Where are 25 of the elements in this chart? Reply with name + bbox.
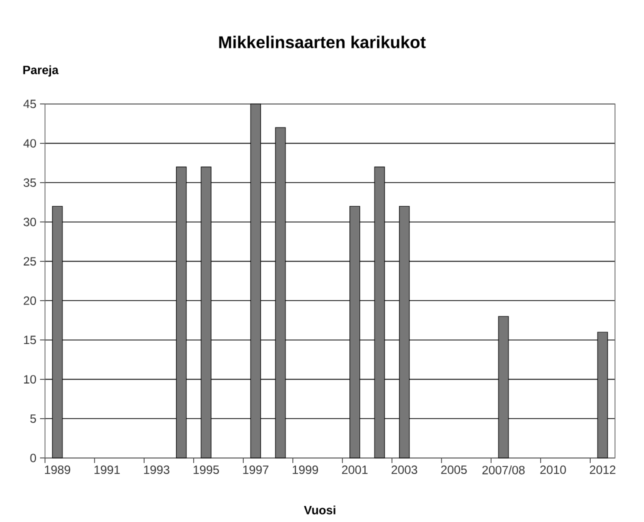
x-tick-label: 2007/08 [482, 465, 525, 474]
chart-title: Mikkelinsaarten karikukot [219, 36, 426, 48]
y-tick-label: 0 [30, 454, 36, 462]
x-axis-title: Vuosi [304, 506, 336, 514]
x-tick-label: 2005 [441, 466, 467, 474]
y-axis-title: Pareja [23, 65, 59, 77]
x-tick-label: 2001 [342, 466, 368, 474]
y-tick-label: 25 [24, 257, 36, 266]
y-tick-label: 10 [24, 375, 36, 384]
y-tick-label: 45 [23, 100, 36, 108]
y-tick-label: 5 [30, 414, 36, 423]
x-tick-label: 1995 [194, 466, 219, 474]
x-tick-label: 2003 [392, 466, 418, 474]
y-tick-label: 40 [23, 139, 36, 148]
y-tick-label: 35 [24, 178, 36, 187]
y-tick-label: 30 [24, 218, 36, 226]
x-tick-label: 1997 [243, 466, 268, 474]
x-tick-label: 2012 [590, 466, 616, 474]
x-tick-label: 1999 [292, 466, 318, 474]
x-tick-label: 1991 [94, 466, 120, 474]
y-tick-label: 20 [24, 296, 36, 305]
x-tick-label: 2010 [540, 466, 566, 474]
x-tick-label: 1989 [44, 466, 70, 474]
x-tick-label: 1993 [144, 466, 170, 474]
y-tick-label: 15 [24, 336, 36, 344]
